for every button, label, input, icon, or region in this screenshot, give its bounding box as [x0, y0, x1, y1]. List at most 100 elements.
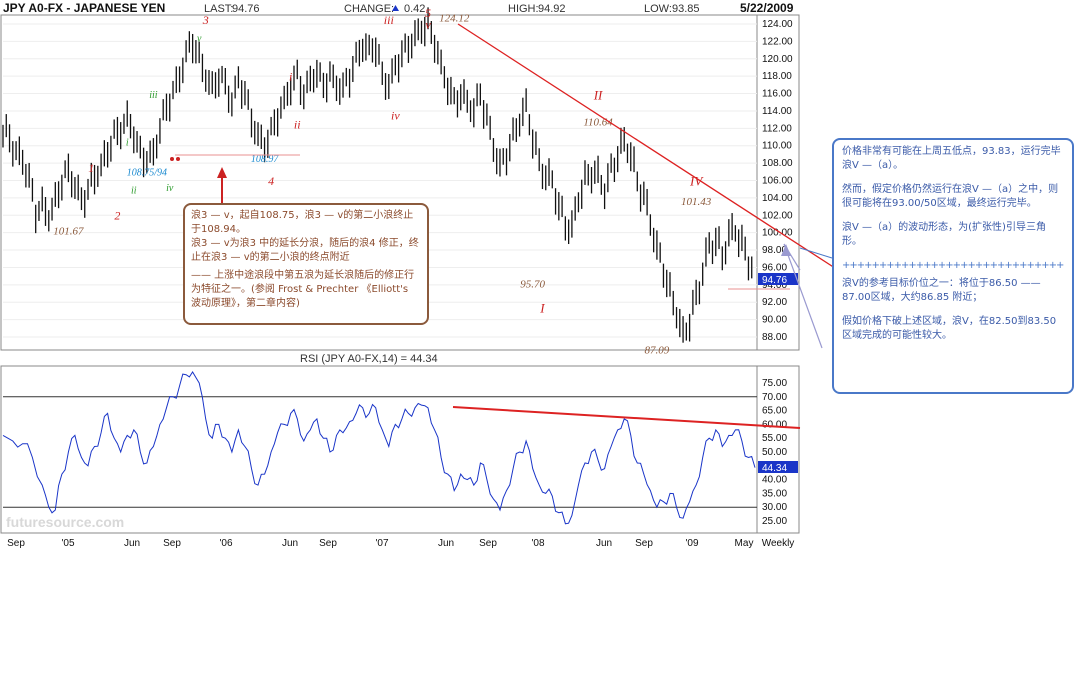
wave-label: i [126, 138, 129, 149]
header-bar [0, 0, 800, 15]
header-date: 5/22/2009 [740, 1, 794, 15]
rsi-tick-label: 40.00 [762, 475, 787, 486]
high-label: HIGH: [508, 3, 539, 15]
price-tick-label: 120.00 [762, 54, 793, 65]
x-tick-label: '09 [685, 538, 698, 549]
last-value: 94.76 [232, 3, 260, 15]
rsi-tick-label: 30.00 [762, 502, 787, 513]
x-tick-label: Sep [319, 538, 337, 549]
x-tick-label: Jun [282, 538, 298, 549]
price-tick-label: 106.00 [762, 176, 793, 187]
wave-label: 108.97 [251, 154, 280, 165]
rsi-tick-label: 70.00 [762, 392, 787, 403]
note-right-p3: 浪V —（a）的波动形态，为(扩张性)引导三角形。 [842, 222, 1046, 247]
wave-label: 108.75/94 [127, 167, 167, 178]
x-tick-label: '07 [375, 538, 388, 549]
rsi-trendline [452, 406, 801, 429]
wave-label: ii [131, 186, 137, 197]
wave-label: 101.43 [681, 196, 712, 208]
x-tick-label: Jun [438, 538, 454, 549]
note-right-p1: 价格非常有可能在上周五低点，93.83，运行完毕浪V —（a）。 [842, 146, 1061, 171]
price-bars [2, 7, 753, 343]
price-tick-label: 110.00 [762, 141, 792, 152]
wave-start-dot [170, 157, 174, 161]
low-value: 93.85 [672, 3, 700, 15]
wave-label: IV [689, 174, 704, 189]
up-triangle-icon [392, 5, 399, 11]
rsi-panel [0, 365, 800, 534]
price-tick-label: 112.00 [762, 123, 792, 134]
pointer-line [783, 243, 823, 349]
x-tick-label: Sep [479, 538, 497, 549]
low-label: LOW: [644, 3, 672, 15]
rsi-line [2, 371, 756, 525]
price-badge-text: 94.76 [762, 275, 787, 286]
rsi-tick-label: 35.00 [762, 488, 787, 499]
note-right-p2: 然而，假定价格仍然运行在浪V —（a）之中，则很可能将在93.00/50区域，最… [842, 184, 1059, 209]
x-tick-label: Sep [163, 538, 181, 549]
price-tick-label: 118.00 [762, 71, 792, 82]
wave-label: 5 [425, 6, 431, 20]
rsi-tick-label: 25.00 [762, 516, 787, 527]
price-tick-label: 88.00 [762, 332, 787, 343]
price-tick-label: 98.00 [762, 245, 787, 256]
symbol-title: JPY A0-FX - JAPANESE YEN [3, 1, 165, 15]
note-left-line1: 浪3 — v，起自108.75，浪3 — v的第二小浪终止于108.94。 [191, 210, 414, 235]
wave-label: II [593, 88, 603, 103]
price-tick-label: 114.00 [762, 106, 792, 117]
x-tick-label: Jun [596, 538, 612, 549]
price-tick-label: 90.00 [762, 315, 787, 326]
x-tick-label: '06 [219, 538, 232, 549]
note-connector [799, 247, 833, 259]
price-tick-labels: 124.00 122.00 120.00 118.00 116.00 114.00 112.… [762, 19, 793, 343]
rsi-tick-label: 50.00 [762, 447, 787, 458]
wave-label: v [425, 17, 431, 31]
note-right-p5: 假如价格下破上述区域，浪V，在82.50到83.50区域完成的可能性较大。 [842, 316, 1057, 341]
x-tick-label: May [735, 538, 754, 549]
x-tick-label: Sep [635, 538, 653, 549]
arrow-up-icon [217, 167, 227, 178]
wave-label: ii [294, 117, 301, 131]
pointer-arrow-icon [781, 244, 791, 256]
high-value: 94.92 [538, 3, 566, 15]
note-left-line3: —— 上涨中途浪段中第五浪为延长浪随后的修正行为特征之一。(参阅 Frost &… [191, 270, 415, 309]
wave-label: iv [166, 183, 174, 194]
price-tick-label: 122.00 [762, 36, 793, 47]
wave-note-right: 价格非常有可能在上周五低点，93.83，运行完毕浪V —（a）。 然而，假定价格… [832, 138, 1074, 394]
rsi-title: RSI (JPY A0-FX,14) = 44.34 [300, 353, 438, 365]
wave-label: 101.67 [53, 225, 84, 237]
price-tick-label: 96.00 [762, 262, 787, 273]
price-tick-label: 92.00 [762, 297, 787, 308]
wave-label: iii [384, 13, 394, 27]
wave-label: 1 [88, 161, 94, 175]
price-badge [758, 273, 798, 285]
wave-label: 110.64 [583, 117, 613, 129]
rsi-tick-label: 65.00 [762, 406, 787, 417]
wave-label: 4 [268, 174, 274, 188]
price-tick-label: 124.00 [762, 19, 793, 30]
x-tick-label: '05 [61, 538, 74, 549]
wave-label: 95.70 [520, 278, 545, 290]
price-tick-label: 94.00 [762, 280, 787, 291]
price-tick-label: 104.00 [762, 193, 793, 204]
watermark: futuresource.com [6, 514, 124, 530]
rsi-tick-label: 60.00 [762, 419, 787, 430]
change-value: 0.42 [404, 3, 425, 15]
wave-end-dot [176, 157, 180, 161]
rsi-tick-label: 55.00 [762, 433, 787, 444]
wave-label: 2 [114, 209, 120, 223]
wave-label: I [539, 301, 545, 316]
x-tick-label: Jun [124, 538, 140, 549]
price-tick-label: 102.00 [762, 210, 793, 221]
note-right-p4: 浪V的参考目标价位之一：将位于86.50 —— 87.00区域，大约86.85 … [842, 278, 1041, 303]
x-tick-labels: Sep '05 Jun Sep '06 Jun Sep '07 Jun Sep '08 Jun Sep '… [7, 538, 794, 549]
wave-label: 87.09 [645, 345, 670, 357]
rsi-badge-text: 44.34 [762, 463, 787, 474]
x-tick-label: '08 [531, 538, 544, 549]
x-tick-label: Weekly [762, 538, 795, 549]
x-tick-label: Sep [7, 538, 25, 549]
wave-label: i [289, 70, 292, 84]
rsi-tick-label: 75.00 [762, 378, 787, 389]
price-tick-label: 116.00 [762, 89, 792, 100]
wave-note-left: 浪3 — v，起自108.75，浪3 — v的第二小浪终止于108.94。 浪3… [183, 203, 429, 325]
